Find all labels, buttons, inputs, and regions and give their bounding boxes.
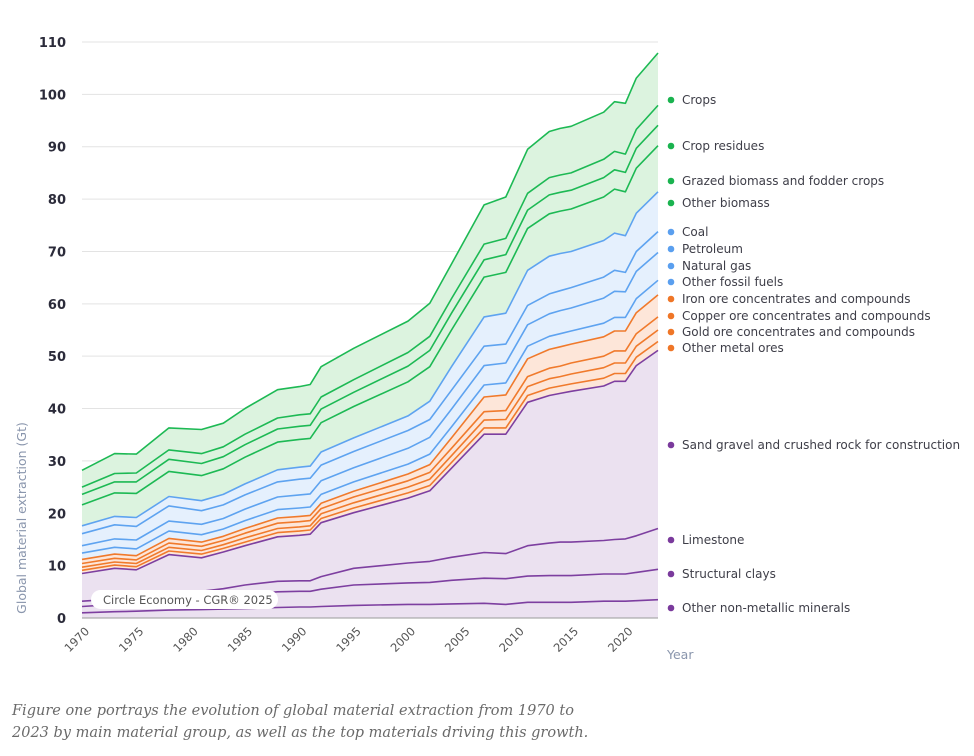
legend-label: Crops <box>682 93 716 107</box>
legend-item: Sand gravel and crushed rock for constru… <box>667 438 960 452</box>
legend-label: Natural gas <box>682 259 751 273</box>
legend-label: Copper ore concentrates and compounds <box>682 309 931 323</box>
y-tick-label: 50 <box>48 350 66 365</box>
line-other-biomass <box>81 145 659 506</box>
legend-dot-icon <box>667 295 675 303</box>
legend-dot-icon <box>667 142 675 150</box>
legend-label: Grazed biomass and fodder crops <box>682 174 884 188</box>
legend-dot-icon <box>667 177 675 185</box>
legend-item: Other biomass <box>667 196 770 210</box>
legend: Crops Crop residues Grazed biomass and fod… <box>667 93 960 615</box>
legend-label: Limestone <box>682 533 744 547</box>
line-gold-ore-concentrates-and-compounds <box>81 329 659 568</box>
legend-item: Crops <box>667 93 716 107</box>
legend-dot-icon <box>667 328 675 336</box>
legend-label: Other fossil fuels <box>682 275 783 289</box>
figure-caption: Figure one portrays the evolution of glo… <box>12 703 589 741</box>
legend-item: Copper ore concentrates and compounds <box>667 309 931 323</box>
y-tick-label: 0 <box>57 612 66 627</box>
legend-item: Limestone <box>667 533 744 547</box>
x-tick-label: 1975 <box>116 624 147 655</box>
legend-dot-icon <box>667 536 675 544</box>
line-other-metal-ores <box>81 340 659 572</box>
credit-text: Circle Economy - CGR® 2025 <box>103 593 273 607</box>
y-tick-label: 10 <box>48 560 66 575</box>
area-sand-gravel-and-crushed-rock-for-construction <box>82 350 658 602</box>
y-tick-label: 40 <box>48 403 66 418</box>
x-tick-label: 1980 <box>170 624 201 655</box>
legend-item: Crop residues <box>667 139 764 153</box>
line-other-fossil-fuels <box>81 279 659 554</box>
legend-label: Other non-metallic minerals <box>682 601 850 615</box>
legend-label: Other biomass <box>682 196 770 210</box>
legend-label: Iron ore concentrates and compounds <box>682 292 911 306</box>
legend-dot-icon <box>667 278 675 286</box>
credit-badge: Circle Economy - CGR® 2025 <box>91 590 278 609</box>
x-tick-label: 1990 <box>279 624 310 655</box>
legend-label: Coal <box>682 225 708 239</box>
legend-item: Iron ore concentrates and compounds <box>667 292 911 306</box>
x-axis-ticks: 1970 1975 1980 1985 1990 1995 2000 2005 2010 2015… <box>62 624 636 655</box>
legend-dot-icon <box>667 199 675 207</box>
legend-item: Coal <box>667 225 708 239</box>
y-tick-label: 90 <box>48 141 66 156</box>
line-natural-gas <box>81 251 659 547</box>
legend-label: Sand gravel and crushed rock for constru… <box>682 438 960 452</box>
x-tick-label: 2010 <box>496 624 527 655</box>
legend-dot-icon <box>667 344 675 352</box>
y-tick-label: 80 <box>48 193 66 208</box>
line-crops <box>81 52 659 472</box>
x-tick-label: 1970 <box>62 624 93 655</box>
legend-dot-icon <box>667 245 675 253</box>
legend-dot-icon <box>667 604 675 612</box>
legend-label: Petroleum <box>682 242 743 256</box>
y-tick-label: 30 <box>48 455 66 470</box>
legend-item: Natural gas <box>667 259 751 273</box>
line-iron-ore-concentrates-and-compounds <box>81 294 659 561</box>
legend-item: Petroleum <box>667 242 743 256</box>
x-tick-label: 2015 <box>551 624 582 655</box>
y-axis-title: Global material extraction (Gt) <box>14 422 29 614</box>
y-tick-label: 100 <box>39 88 66 103</box>
line-grazed-biomass-and-fodder-crops <box>81 124 659 496</box>
legend-item: Other fossil fuels <box>667 275 783 289</box>
line-crop-residues <box>81 104 659 488</box>
legend-label: Crop residues <box>682 139 764 153</box>
line-copper-ore-concentrates-and-compounds <box>81 316 659 565</box>
legend-dot-icon <box>667 312 675 320</box>
legend-dot-icon <box>667 441 675 449</box>
legend-item: Structural clays <box>667 567 776 581</box>
legend-label: Structural clays <box>682 567 776 581</box>
legend-label: Other metal ores <box>682 341 784 355</box>
line-coal <box>81 191 659 527</box>
y-tick-label: 60 <box>48 298 66 313</box>
x-tick-label: 1985 <box>225 624 256 655</box>
y-tick-label: 110 <box>39 36 66 51</box>
legend-item: Other non-metallic minerals <box>667 601 850 615</box>
x-tick-label: 2005 <box>442 624 473 655</box>
legend-dot-icon <box>667 262 675 270</box>
line-other-non-metallic-minerals <box>81 598 659 614</box>
legend-dot-icon <box>667 96 675 104</box>
legend-label: Gold ore concentrates and compounds <box>682 325 915 339</box>
y-axis-ticks: 0 10 20 30 40 50 60 70 80 90 100 110 <box>39 36 66 627</box>
legend-item: Other metal ores <box>667 341 784 355</box>
line-sand-gravel-and-crushed-rock-for-construction <box>81 349 659 575</box>
x-tick-label: 2020 <box>605 624 636 655</box>
y-tick-label: 70 <box>48 245 66 260</box>
line-petroleum <box>81 231 659 535</box>
x-tick-label: 2000 <box>388 624 419 655</box>
legend-dot-icon <box>667 228 675 236</box>
area-layers <box>82 53 658 618</box>
x-tick-label: 1995 <box>333 624 364 655</box>
legend-item: Gold ore concentrates and compounds <box>667 325 915 339</box>
legend-dot-icon <box>667 570 675 578</box>
x-axis-title: Year <box>666 647 694 662</box>
y-tick-label: 20 <box>48 507 66 522</box>
legend-item: Grazed biomass and fodder crops <box>667 174 884 188</box>
